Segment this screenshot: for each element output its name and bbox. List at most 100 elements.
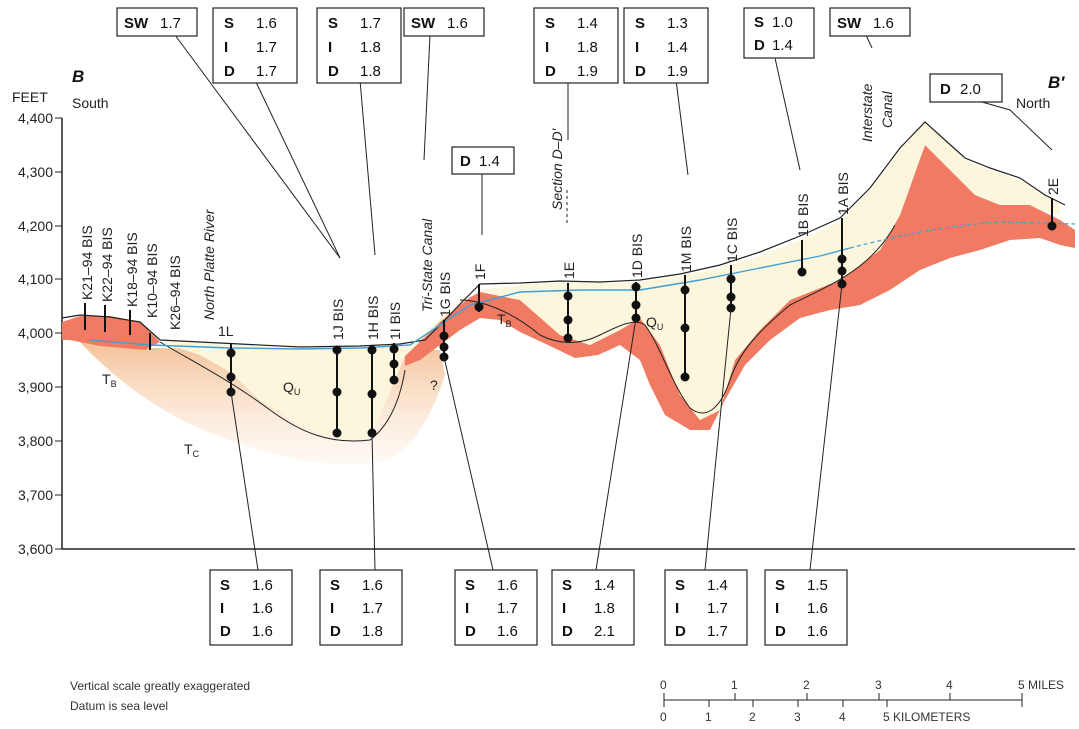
y-tick-label: 4,400 bbox=[18, 110, 53, 126]
y-tick-label: 4,100 bbox=[18, 271, 53, 287]
svg-text:1.7: 1.7 bbox=[707, 600, 728, 617]
svg-text:1.6: 1.6 bbox=[497, 577, 518, 594]
well-label-1i: 1I BIS bbox=[387, 302, 403, 340]
svg-text:1.4: 1.4 bbox=[594, 577, 615, 594]
svg-text:1.4: 1.4 bbox=[667, 39, 688, 56]
svg-text:I: I bbox=[224, 39, 228, 56]
scale-km-label: 5 KILOMETERS bbox=[883, 710, 970, 724]
svg-text:D: D bbox=[754, 37, 765, 54]
svg-text:1.6: 1.6 bbox=[807, 623, 828, 640]
scale-km-label: 0 bbox=[660, 710, 667, 724]
tb-label-left: TB bbox=[102, 371, 117, 389]
svg-text:SW: SW bbox=[124, 15, 149, 32]
scale-mile-label: 3 bbox=[875, 678, 882, 692]
svg-text:D: D bbox=[328, 63, 339, 80]
svg-text:1.6: 1.6 bbox=[447, 15, 468, 32]
value-box: S 1.4 I 1.8 D 1.9 bbox=[533, 7, 619, 84]
value-box: SW 1.6 bbox=[403, 7, 485, 37]
svg-text:S: S bbox=[754, 14, 764, 31]
svg-text:1.6: 1.6 bbox=[497, 623, 518, 640]
scale-km-label: 1 bbox=[705, 710, 712, 724]
svg-text:1.9: 1.9 bbox=[667, 63, 688, 80]
y-tick-label: 3,700 bbox=[18, 487, 53, 503]
well-label-1g: 1G BIS bbox=[437, 272, 453, 317]
well-label-k18: K18–94 BIS bbox=[124, 232, 140, 307]
svg-text:1.7: 1.7 bbox=[707, 623, 728, 640]
value-box: S 1.6 I 1.7 D 1.7 bbox=[212, 7, 298, 84]
tb-label-mid: TB bbox=[497, 311, 512, 329]
y-tick-label: 3,800 bbox=[18, 433, 53, 449]
land-surface-line bbox=[61, 121, 1066, 348]
svg-text:SW: SW bbox=[837, 15, 862, 32]
well-label-1m: 1M BIS bbox=[678, 226, 694, 272]
well-label-1b: 1B BIS bbox=[795, 193, 811, 237]
south-label: South bbox=[72, 95, 109, 111]
svg-text:D: D bbox=[675, 623, 686, 640]
svg-text:D: D bbox=[330, 623, 341, 640]
svg-text:D: D bbox=[775, 623, 786, 640]
section-start-letter: B bbox=[72, 67, 84, 86]
svg-text:1.7: 1.7 bbox=[497, 600, 518, 617]
svg-text:1.8: 1.8 bbox=[594, 600, 615, 617]
svg-text:1.3: 1.3 bbox=[667, 15, 688, 32]
qu-label-right: QU bbox=[646, 314, 663, 332]
svg-text:1.5: 1.5 bbox=[807, 577, 828, 594]
svg-text:1.7: 1.7 bbox=[362, 600, 383, 617]
tc-label: TC bbox=[184, 441, 200, 459]
value-box: S 1.6 I 1.7 D 1.6 bbox=[454, 569, 538, 646]
y-tick-label: 4,300 bbox=[18, 164, 53, 180]
well-label-k10: K10–94 BIS bbox=[144, 243, 160, 318]
svg-text:SW: SW bbox=[411, 15, 436, 32]
svg-text:1.6: 1.6 bbox=[362, 577, 383, 594]
svg-text:I: I bbox=[465, 600, 469, 617]
svg-text:D: D bbox=[940, 81, 951, 98]
well-label-1e: 1E bbox=[561, 262, 577, 279]
y-axis-ticks bbox=[55, 117, 62, 550]
svg-text:D: D bbox=[635, 63, 646, 80]
value-box: S 1.6 I 1.7 D 1.8 bbox=[319, 569, 403, 646]
well-label-2e: 2E bbox=[1045, 178, 1061, 195]
value-box: SW 1.6 bbox=[829, 7, 911, 37]
svg-text:2.1: 2.1 bbox=[594, 623, 615, 640]
svg-text:1.4: 1.4 bbox=[707, 577, 728, 594]
svg-text:D: D bbox=[460, 153, 471, 170]
svg-text:1.8: 1.8 bbox=[577, 39, 598, 56]
well-label-1f: 1F bbox=[472, 264, 488, 280]
y-tick-label: 4,200 bbox=[18, 218, 53, 234]
tb-bedrock-fill bbox=[62, 145, 1075, 430]
north-platte-river-label: North Platte River bbox=[201, 208, 217, 320]
interstate-label: Interstate bbox=[859, 83, 875, 142]
scale-mile-label: 1 bbox=[731, 678, 738, 692]
scale-mile-label: 0 bbox=[660, 678, 667, 692]
canal-label: Canal bbox=[879, 91, 895, 128]
svg-text:I: I bbox=[675, 600, 679, 617]
svg-text:1.7: 1.7 bbox=[160, 15, 181, 32]
svg-text:1.4: 1.4 bbox=[772, 37, 793, 54]
well-label-k22: K22–94 BIS bbox=[99, 227, 115, 302]
water-table-line bbox=[89, 247, 851, 350]
value-box: D 1.4 bbox=[451, 146, 515, 175]
well-label-k21: K21–94 BIS bbox=[79, 225, 95, 300]
svg-text:I: I bbox=[775, 600, 779, 617]
svg-text:1.8: 1.8 bbox=[362, 623, 383, 640]
section-dd-label: Section D–D′ bbox=[549, 127, 565, 210]
value-box: S 1.4 I 1.8 D 2.1 bbox=[551, 569, 635, 646]
svg-text:S: S bbox=[775, 577, 785, 594]
svg-text:S: S bbox=[545, 15, 555, 32]
scale-bar bbox=[663, 693, 1023, 707]
qu-alluvium-fill bbox=[160, 122, 1060, 440]
svg-text:2.0: 2.0 bbox=[960, 81, 981, 98]
svg-text:D: D bbox=[545, 63, 556, 80]
scale-km-label: 3 bbox=[794, 710, 801, 724]
svg-text:I: I bbox=[328, 39, 332, 56]
svg-text:I: I bbox=[635, 39, 639, 56]
svg-text:1.0: 1.0 bbox=[772, 14, 793, 31]
svg-text:D: D bbox=[224, 63, 235, 80]
svg-text:D: D bbox=[220, 623, 231, 640]
well-screens bbox=[226, 221, 1057, 438]
well-label-k26: K26–94 BIS bbox=[167, 255, 183, 330]
svg-text:1.7: 1.7 bbox=[256, 39, 277, 56]
svg-text:S: S bbox=[562, 577, 572, 594]
